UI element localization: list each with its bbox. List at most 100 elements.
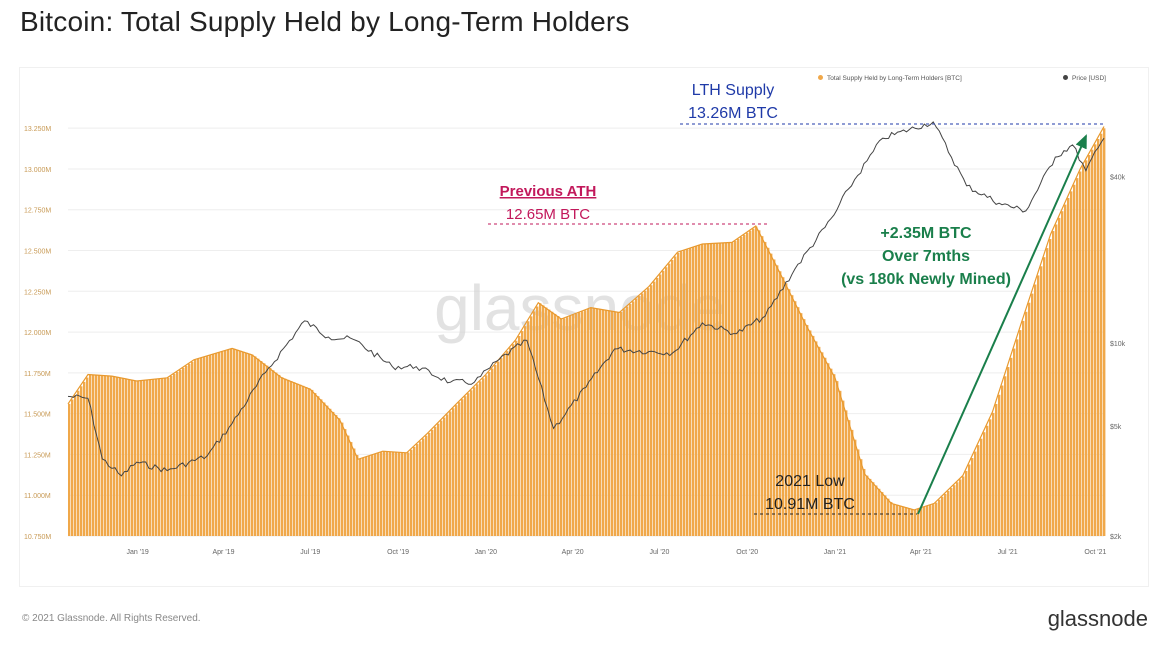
supply-bar <box>83 381 86 536</box>
supply-bar <box>212 354 215 536</box>
supply-bar <box>422 438 425 536</box>
supply-bar <box>1049 238 1052 537</box>
supply-bar <box>971 458 974 536</box>
supply-bar <box>860 459 863 536</box>
supply-bar <box>1067 197 1070 536</box>
supply-bar <box>215 353 218 536</box>
legend-label-supply: Total Supply Held by Long-Term Holders [… <box>827 75 962 82</box>
x-axis-tick-label: Jul '20 <box>649 549 669 556</box>
supply-bar <box>623 309 626 536</box>
supply-bar <box>497 361 500 536</box>
supply-bar <box>962 476 965 536</box>
supply-bar <box>305 387 308 536</box>
supply-bar <box>929 505 932 536</box>
supply-bar <box>1079 171 1082 536</box>
supply-bar <box>872 482 875 536</box>
supply-bar <box>647 288 650 536</box>
supply-bar <box>791 295 794 536</box>
supply-bar <box>1082 165 1085 536</box>
supply-bar <box>596 308 599 536</box>
supply-bar <box>347 435 350 536</box>
supply-bar <box>143 380 146 536</box>
legend-label-price: Price [USD] <box>1072 75 1106 82</box>
left-axis-tick-label: 12.250M <box>24 289 51 296</box>
supply-bar <box>254 356 257 536</box>
supply-bar <box>668 263 671 536</box>
supply-bar <box>221 351 224 536</box>
supply-bar <box>743 234 746 537</box>
supply-bar <box>194 359 197 536</box>
supply-bar <box>917 508 920 536</box>
supply-bar <box>98 375 101 536</box>
supply-bar <box>296 383 299 536</box>
supply-bar <box>524 326 527 536</box>
supply-bar <box>245 352 248 536</box>
supply-bar <box>278 374 281 536</box>
supply-bar <box>896 504 899 536</box>
supply-bar <box>695 246 698 536</box>
supply-bar <box>737 238 740 536</box>
supply-bar <box>494 365 497 536</box>
supply-bar <box>692 247 695 536</box>
supply-bar <box>1073 184 1076 536</box>
supply-bar <box>866 475 869 536</box>
supply-bar <box>167 377 170 536</box>
supply-bar <box>992 412 995 536</box>
supply-bar <box>890 501 893 536</box>
supply-bar <box>227 349 230 536</box>
supply-bar <box>1022 320 1025 536</box>
supply-bar <box>509 347 512 536</box>
supply-bar <box>1040 266 1043 536</box>
supply-bar <box>128 379 131 536</box>
supply-bar <box>938 499 941 536</box>
supply-bar <box>86 377 89 536</box>
supply-bar <box>752 228 755 536</box>
supply-bar <box>209 355 212 536</box>
supply-bar <box>218 352 221 536</box>
right-axis-tick-label: $40k <box>1110 174 1126 181</box>
supply-bar <box>299 384 302 536</box>
supply-bar <box>1097 138 1100 536</box>
supply-bar <box>281 377 284 536</box>
supply-bar <box>1055 224 1058 536</box>
supply-bar <box>605 310 608 536</box>
supply-bar <box>968 464 971 536</box>
x-axis-tick-label: Oct '20 <box>736 549 758 556</box>
supply-bar <box>659 274 662 536</box>
supply-bar <box>953 485 956 536</box>
supply-bar <box>263 363 266 536</box>
supply-bar <box>452 408 455 536</box>
supply-bar <box>1091 149 1094 537</box>
supply-bar <box>362 458 365 536</box>
lth-supply-chart: glassnode 10.750M11.000M11.250M11.500M11… <box>24 75 1126 556</box>
supply-bar <box>434 426 437 536</box>
supply-bar <box>530 316 533 536</box>
supply-bar <box>134 380 137 536</box>
left-axis-tick-label: 12.750M <box>24 208 51 215</box>
supply-bar <box>587 309 590 536</box>
supply-bar <box>407 452 410 536</box>
supply-bar <box>92 374 95 536</box>
supply-bar <box>581 311 584 536</box>
left-axis-tick-label: 12.000M <box>24 330 51 337</box>
supply-bar <box>356 454 359 536</box>
supply-bar <box>71 399 74 536</box>
supply-bar <box>107 375 110 536</box>
supply-bar <box>467 393 470 536</box>
supply-bar <box>479 381 482 536</box>
supply-bar <box>149 379 152 536</box>
supply-bar <box>812 335 815 536</box>
supply-bar <box>1088 154 1091 536</box>
previous-ath-value: 12.65M BTC <box>506 206 590 223</box>
supply-bar <box>443 417 446 536</box>
supply-bar <box>923 507 926 536</box>
legend-swatch-price <box>1063 75 1068 80</box>
x-axis-tick-label: Jan '21 <box>824 549 846 556</box>
supply-bar <box>761 236 764 537</box>
supply-bar <box>332 411 335 536</box>
supply-bar <box>548 309 551 536</box>
supply-bar <box>944 493 947 536</box>
legend-swatch-supply <box>818 75 823 80</box>
supply-bar <box>191 361 194 536</box>
supply-bar <box>485 375 488 536</box>
